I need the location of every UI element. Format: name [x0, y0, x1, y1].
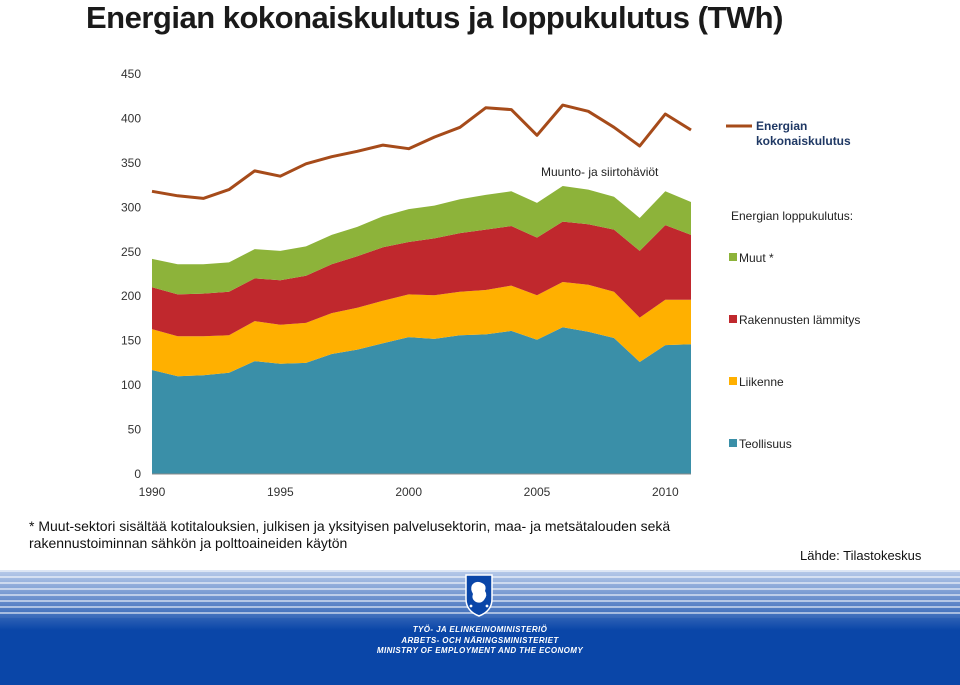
legend-swatch [729, 315, 737, 323]
y-tick-label: 250 [121, 245, 141, 259]
ministry-name-sv: ARBETS- OCH NÄRINGSMINISTERIET [401, 636, 559, 645]
y-tick-label: 100 [121, 378, 141, 392]
legend-label: Muut * [739, 251, 774, 265]
footnote: * Muut-sektori sisältää kotitalouksien, … [29, 518, 670, 552]
source-label: Lähde: Tilastokeskus [800, 548, 922, 563]
y-tick-label: 0 [134, 467, 141, 481]
ministry-name-en: MINISTRY OF EMPLOYMENT AND THE ECONOMY [376, 646, 584, 655]
legend-label: Rakennusten lämmitys [739, 313, 860, 327]
y-tick-label: 300 [121, 200, 141, 214]
legend-line-label: kokonaiskulutus [756, 134, 851, 148]
footnote-line-1: * Muut-sektori sisältää kotitalouksien, … [29, 518, 671, 534]
ministry-name-fi: TYÖ- JA ELINKEINOMINISTERIÖ [412, 625, 548, 634]
y-tick-label: 350 [121, 156, 141, 170]
legend-swatch [729, 253, 737, 261]
footnote-line-2: rakennustoiminnan sähkön ja polttoaineid… [29, 535, 348, 551]
y-tick-label: 200 [121, 289, 141, 303]
legend-label: Liikenne [739, 375, 784, 389]
ministry-footer: TYÖ- JA ELINKEINOMINISTERIÖ ARBETS- OCH … [0, 570, 960, 685]
x-tick-label: 2010 [652, 485, 679, 499]
y-tick-label: 50 [128, 423, 142, 437]
x-axis: 1990 1995 2000 2005 2010 [139, 473, 691, 499]
legend-swatch [729, 377, 737, 385]
legend-label: Teollisuus [739, 437, 792, 451]
line-series-0 [151, 103, 692, 200]
lion-logo-icon [465, 574, 493, 617]
energy-chart: 0 50 100 150 200 250 300 350 400 450 1990 1995 2000… [121, 67, 860, 499]
losses-annotation: Muunto- ja siirtohäviöt [541, 165, 659, 179]
y-tick-label: 400 [121, 111, 141, 125]
y-axis: 0 50 100 150 200 250 300 350 400 450 [121, 67, 141, 481]
stacked-areas [152, 186, 691, 474]
legend-line-label: Energian [756, 119, 807, 133]
line-series [151, 103, 692, 200]
x-tick-label: 1995 [267, 485, 294, 499]
page-title: Energian kokonaiskulutus ja loppukulutus… [86, 0, 783, 35]
legend-swatch [729, 439, 737, 447]
legend-heading: Energian loppukulutus: [731, 209, 853, 223]
area-series-3 [152, 186, 691, 295]
area-series-0 [152, 327, 691, 474]
area-series-2 [152, 221, 691, 337]
x-tick-label: 2005 [524, 485, 551, 499]
y-tick-label: 450 [121, 67, 141, 81]
y-tick-label: 150 [121, 334, 141, 348]
x-tick-label: 2000 [395, 485, 422, 499]
area-series-1 [152, 282, 691, 377]
x-tick-label: 1990 [139, 485, 166, 499]
